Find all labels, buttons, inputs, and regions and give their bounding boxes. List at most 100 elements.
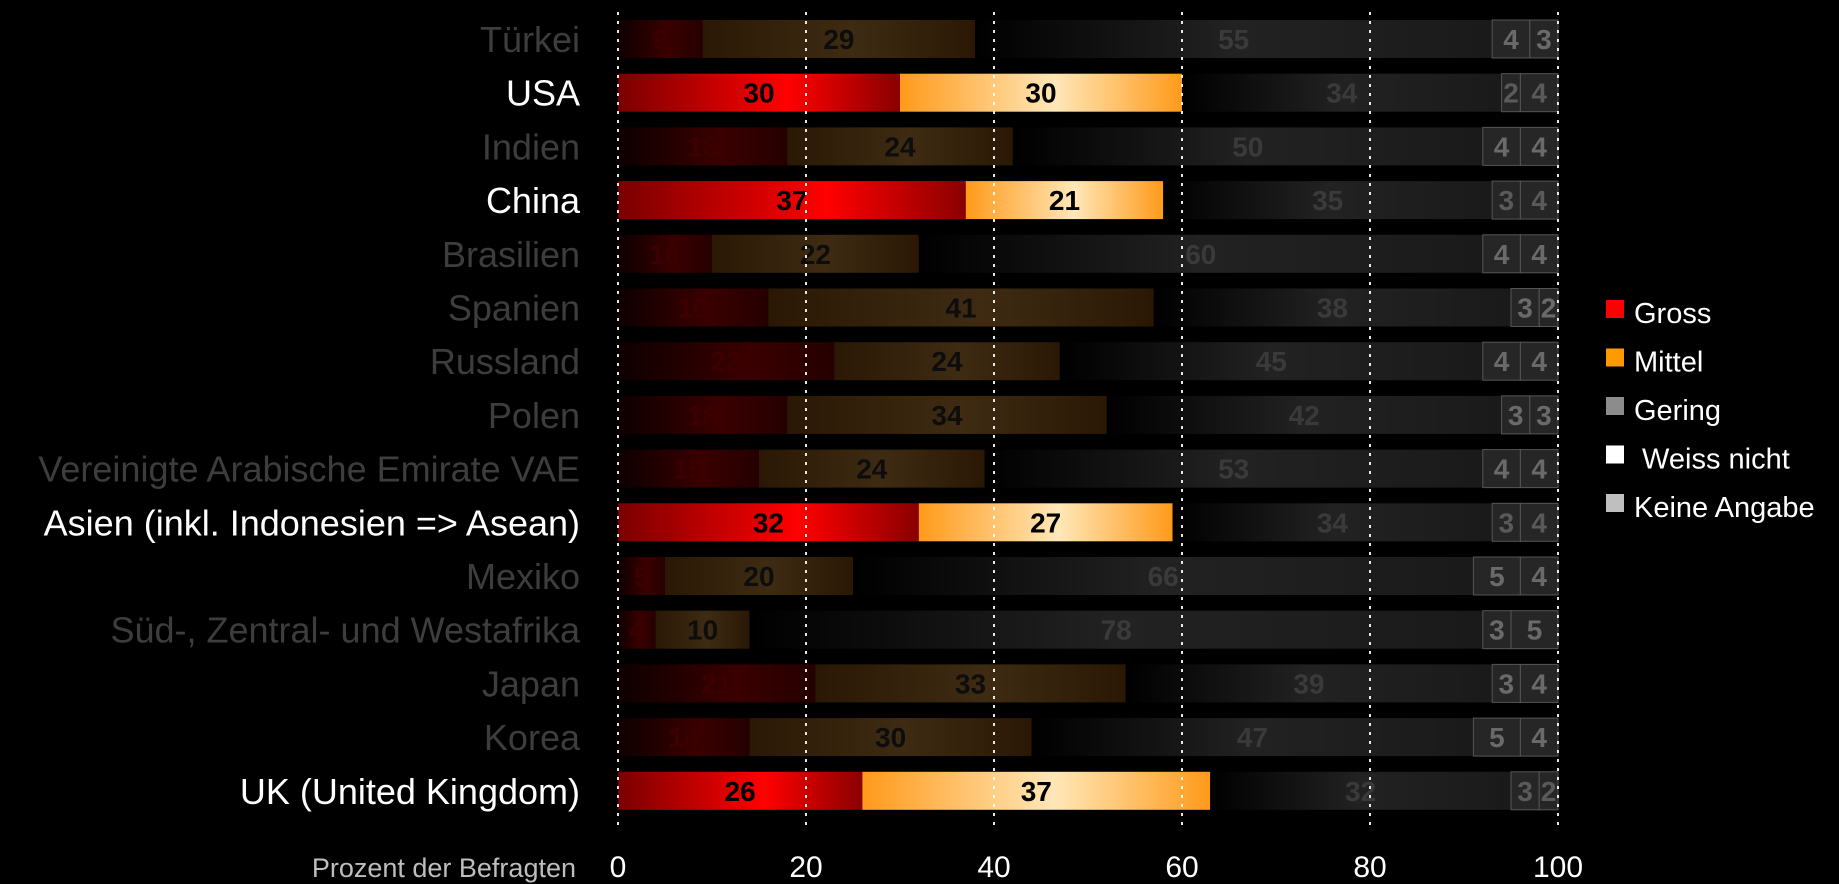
data-label: 41 [946, 293, 977, 324]
legend-swatch [1606, 445, 1624, 464]
data-label: 21 [1049, 185, 1080, 216]
category-label: Asien (inkl. Indonesien => Asean) [44, 502, 580, 543]
category-label: Spanien [448, 288, 580, 329]
bar-segment [665, 557, 853, 595]
data-label: 5 [1527, 615, 1543, 646]
legend: Gross Mittel Gering Weiss nicht Keine Angab… [1606, 298, 1815, 524]
bar-segment [1482, 341, 1521, 381]
data-label: 9 [653, 24, 669, 55]
data-label: 4 [1531, 668, 1547, 699]
bar-segment [618, 288, 769, 327]
bar-segment [1106, 395, 1502, 434]
bar-segment [900, 73, 1182, 112]
data-label: 21 [701, 668, 732, 699]
x-axis-title: Prozent der Befragten [312, 853, 576, 883]
data-label: 30 [1025, 78, 1056, 109]
data-label: 3 [1489, 615, 1505, 646]
data-label: 42 [1289, 400, 1320, 431]
data-label: 45 [1256, 346, 1287, 377]
data-label: 55 [1218, 24, 1249, 55]
data-label: 4 [1531, 507, 1547, 538]
data-label: 3 [1536, 400, 1552, 431]
bar-segment [618, 718, 750, 757]
data-label: 38 [1317, 293, 1348, 324]
data-label: 4 [1531, 454, 1547, 485]
data-label: 27 [1030, 507, 1061, 538]
data-label: 37 [1021, 776, 1052, 807]
category-labels: Türkei USA Indien China Brasilien Spanien Russ… [38, 19, 581, 812]
bar-segment [749, 610, 1483, 649]
legend-swatch [1606, 300, 1624, 318]
category-label: UK (United Kingdom) [240, 771, 580, 812]
data-label: 32 [1345, 776, 1376, 807]
data-label: 4 [1494, 346, 1510, 377]
x-tick-label: 0 [610, 851, 627, 884]
bar-segment [965, 181, 1164, 220]
bar-segment [1519, 556, 1559, 596]
bar-segment [1538, 771, 1559, 811]
data-label: 15 [673, 454, 704, 485]
data-label: 18 [687, 131, 718, 162]
bar-segment [787, 395, 1107, 434]
legend-swatch [1606, 494, 1624, 512]
data-label: 5 [1489, 561, 1505, 592]
data-label: 5 [634, 561, 650, 592]
legend-swatch [1606, 397, 1624, 415]
data-label: 60 [1185, 239, 1216, 270]
bar-segment [1538, 288, 1559, 327]
bar-segment [1482, 610, 1512, 650]
category-label: Korea [484, 717, 581, 758]
data-label: 18 [687, 400, 718, 431]
bar-segment [1172, 503, 1493, 542]
bar-segment [749, 718, 1032, 757]
category-label: Türkei [480, 19, 580, 60]
bar-segment [702, 20, 976, 58]
data-label: 37 [776, 185, 807, 216]
bar-segment [984, 449, 1483, 488]
bar-segment [618, 503, 919, 542]
data-label: 3 [1517, 776, 1533, 807]
bar-segment [815, 664, 1126, 703]
category-label: Vereinigte Arabische Emirate VAE [38, 449, 580, 490]
data-label: 34 [1317, 507, 1349, 538]
data-label: 4 [1531, 722, 1547, 753]
data-label: 16 [678, 293, 709, 324]
category-label: China [486, 180, 581, 221]
bar-segment [1059, 342, 1483, 381]
data-label: 4 [1531, 346, 1547, 377]
data-label: 24 [884, 131, 916, 162]
bar-segment [1519, 341, 1559, 381]
data-label: 4 [1531, 239, 1547, 270]
bar-segment [618, 664, 816, 703]
x-tick-label: 60 [1165, 851, 1198, 884]
legend-label: Gering [1634, 395, 1721, 427]
data-label: 4 [1494, 454, 1510, 485]
bar-segment [1519, 234, 1559, 274]
data-label: 66 [1148, 561, 1179, 592]
data-label: 4 [1531, 561, 1547, 592]
data-label: 34 [1326, 78, 1358, 109]
bar-segment [1031, 718, 1474, 757]
bar-segment [834, 342, 1060, 381]
bar-segment [618, 395, 788, 434]
data-label: 34 [931, 400, 963, 431]
data-label: 4 [1531, 131, 1547, 162]
data-label: 23 [711, 346, 742, 377]
data-label: 3 [1517, 293, 1533, 324]
bar-segment [1519, 502, 1559, 542]
gridlines [617, 12, 1559, 826]
bar-segment [1519, 126, 1559, 166]
bar-segment [1210, 771, 1511, 810]
bar-segment [712, 234, 919, 273]
bar-segment [975, 20, 1493, 58]
bar-segment [1491, 502, 1521, 542]
bar-segment [1491, 663, 1521, 703]
data-label: 24 [856, 454, 888, 485]
bar-segment [1529, 395, 1559, 435]
bar-segment [1472, 717, 1521, 757]
bar-segment [862, 771, 1211, 810]
bar-segment [655, 610, 750, 649]
data-label: 4 [629, 615, 645, 646]
data-label: 10 [649, 239, 680, 270]
bar-segment [1510, 771, 1540, 811]
